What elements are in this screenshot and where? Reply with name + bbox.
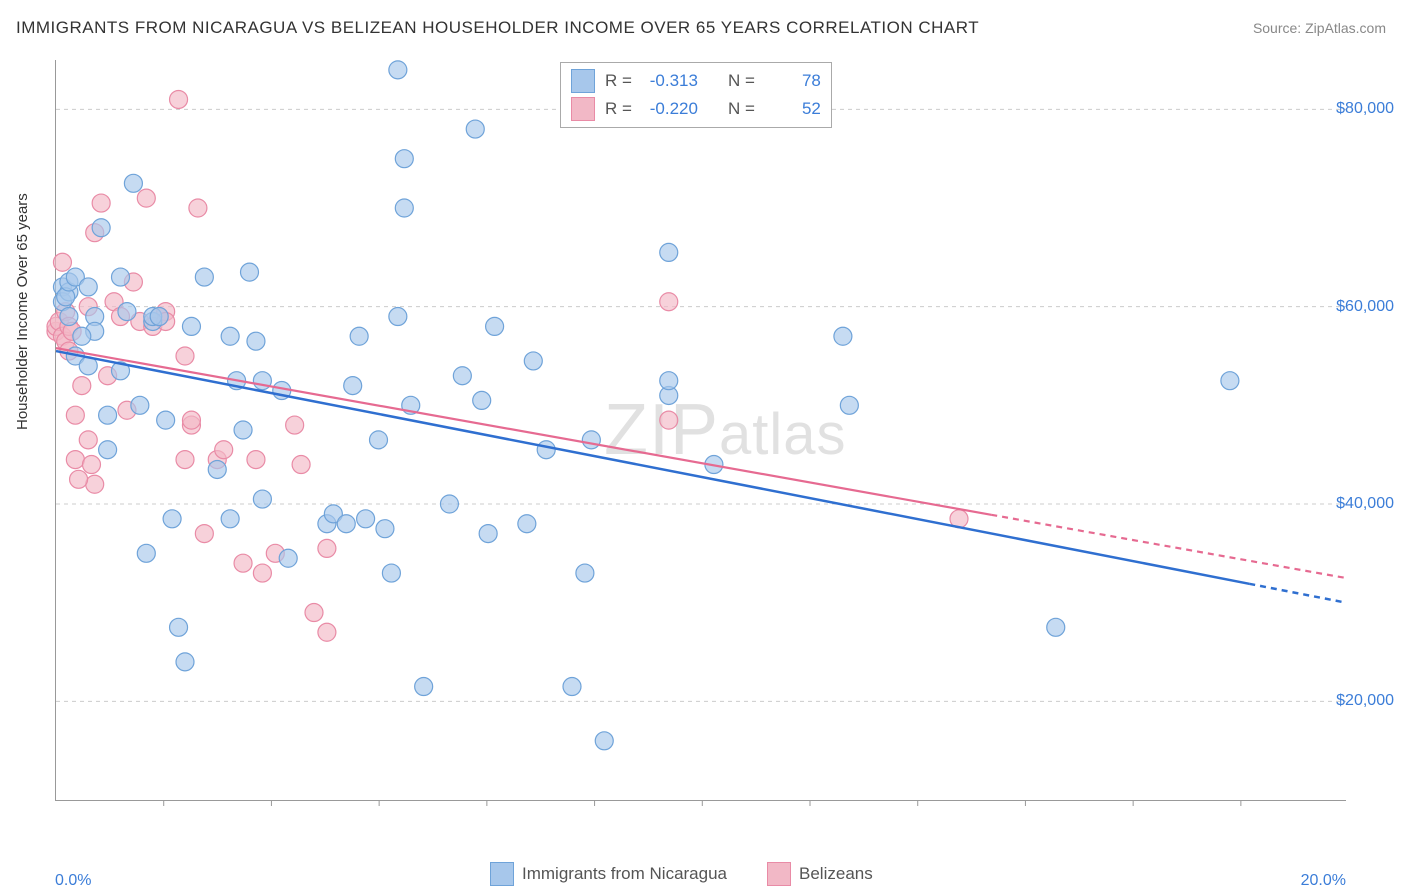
r-value-nicaragua: -0.313 [642,71,698,91]
x-min-label: 0.0% [55,872,91,890]
swatch-belizeans [571,97,595,121]
source-attribution: Source: ZipAtlas.com [1253,20,1386,36]
n-value-nicaragua: 78 [765,71,821,91]
legend-label-belizeans: Belizeans [799,864,873,884]
r-value-belizeans: -0.220 [642,99,698,119]
legend-item-belizeans: Belizeans [767,862,873,886]
r-label: R = [605,99,632,119]
n-label: N = [728,99,755,119]
swatch-belizeans [767,862,791,886]
r-label: R = [605,71,632,91]
y-tick-label: $80,000 [1336,100,1394,118]
swatch-nicaragua [490,862,514,886]
plot-svg [56,60,1346,800]
swatch-nicaragua [571,69,595,93]
bottom-legend: Immigrants from Nicaragua Belizeans [490,862,873,886]
n-label: N = [728,71,755,91]
legend-label-nicaragua: Immigrants from Nicaragua [522,864,727,884]
n-value-belizeans: 52 [765,99,821,119]
y-tick-label: $60,000 [1336,298,1394,316]
legend-item-nicaragua: Immigrants from Nicaragua [490,862,727,886]
x-max-label: 20.0% [1301,872,1346,890]
chart-title: IMMIGRANTS FROM NICARAGUA VS BELIZEAN HO… [16,18,979,38]
correlation-stat-box: R = -0.313 N = 78 R = -0.220 N = 52 [560,62,832,128]
y-tick-label: $20,000 [1336,692,1394,710]
plot-area: ZIPatlas [55,60,1346,801]
y-axis-label: Householder Income Over 65 years [14,193,31,430]
stat-row-nicaragua: R = -0.313 N = 78 [571,67,821,95]
y-tick-label: $40,000 [1336,495,1394,513]
correlation-chart: IMMIGRANTS FROM NICARAGUA VS BELIZEAN HO… [0,0,1406,892]
stat-row-belizeans: R = -0.220 N = 52 [571,95,821,123]
